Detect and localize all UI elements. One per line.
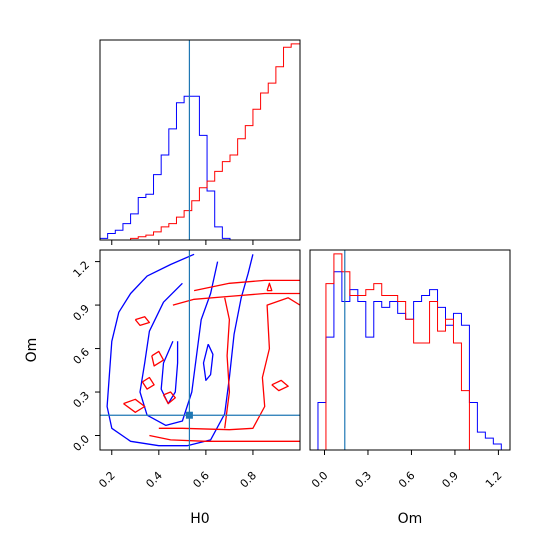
joint-y-tick-label-0.6: 0.6: [71, 345, 93, 367]
om-x-tick-label-0.0: 0.0: [309, 469, 331, 491]
contour-line-7: [158, 297, 300, 431]
joint-y-ticks: 0.0 0.3 0.6 0.9 1.2: [71, 259, 100, 454]
om-x-tick-label-1.2: 1.2: [483, 469, 505, 491]
joint-frame: [99, 249, 301, 451]
contour-line-12: [134, 316, 151, 327]
contour-line-6: [149, 434, 300, 442]
contour-line-11: [123, 398, 146, 413]
om-histogram-blue: [310, 271, 510, 451]
joint-y-tick-label-0.3: 0.3: [71, 389, 93, 411]
contour-line-10: [141, 376, 155, 390]
om-marginal-ticks: 0.0 0.3 0.6 0.9 1.2: [309, 450, 505, 491]
joint-x-ticks: 0.2 0.4 0.6 0.8: [96, 450, 259, 490]
y-axis-label-om: Om: [24, 338, 40, 363]
om-x-tick-label-0.3: 0.3: [353, 469, 375, 491]
joint-y-tick-label-0.9: 0.9: [71, 302, 93, 324]
om-x-tick-label-0.9: 0.9: [439, 469, 461, 491]
h0-marginal-panel: [99, 39, 301, 245]
joint-contours: [106, 253, 300, 447]
contour-line-1: [139, 261, 219, 427]
joint-y-tick-label-0.0: 0.0: [71, 432, 93, 454]
joint-x-tick-label-0.6: 0.6: [190, 469, 212, 491]
h0-marginal-frame: [99, 39, 301, 241]
joint-contour-panel: 0.2 0.4 0.6 0.8 0.0 0.3 0.6 0.9 1.2: [71, 249, 301, 490]
contour-line-13: [271, 379, 289, 392]
om-marginal-panel: 0.0 0.3 0.6 0.9 1.2: [309, 249, 511, 491]
om-marginal-frame: [309, 249, 511, 451]
contour-line-15: [162, 391, 176, 405]
joint-y-tick-label-1.2: 1.2: [71, 259, 93, 281]
h0-histogram-blue: [99, 95, 300, 241]
h0-histogram-red: [100, 43, 301, 241]
joint-reference-marker: [100, 250, 300, 450]
contour-line-14: [266, 282, 273, 292]
om-histogram-series: [310, 253, 510, 451]
om-histogram-red: [310, 253, 510, 451]
joint-x-tick-label-0.8: 0.8: [237, 469, 259, 491]
contour-line-3: [202, 343, 214, 382]
joint-x-tick-label-0.4: 0.4: [143, 469, 165, 491]
h0-histogram-series: [99, 43, 301, 241]
joint-truth-point: [185, 411, 193, 419]
x-axis-label-om: Om: [398, 511, 423, 527]
contour-line-0: [106, 253, 254, 447]
h0-marginal-ticks: [111, 240, 254, 245]
joint-x-tick-label-0.2: 0.2: [96, 469, 118, 491]
om-x-tick-label-0.6: 0.6: [396, 469, 418, 491]
contour-line-5: [172, 292, 300, 306]
x-axis-label-h0: H0: [190, 511, 209, 527]
contour-line-8: [224, 297, 231, 429]
contour-line-9: [151, 350, 165, 367]
contour-line-4: [193, 279, 300, 292]
